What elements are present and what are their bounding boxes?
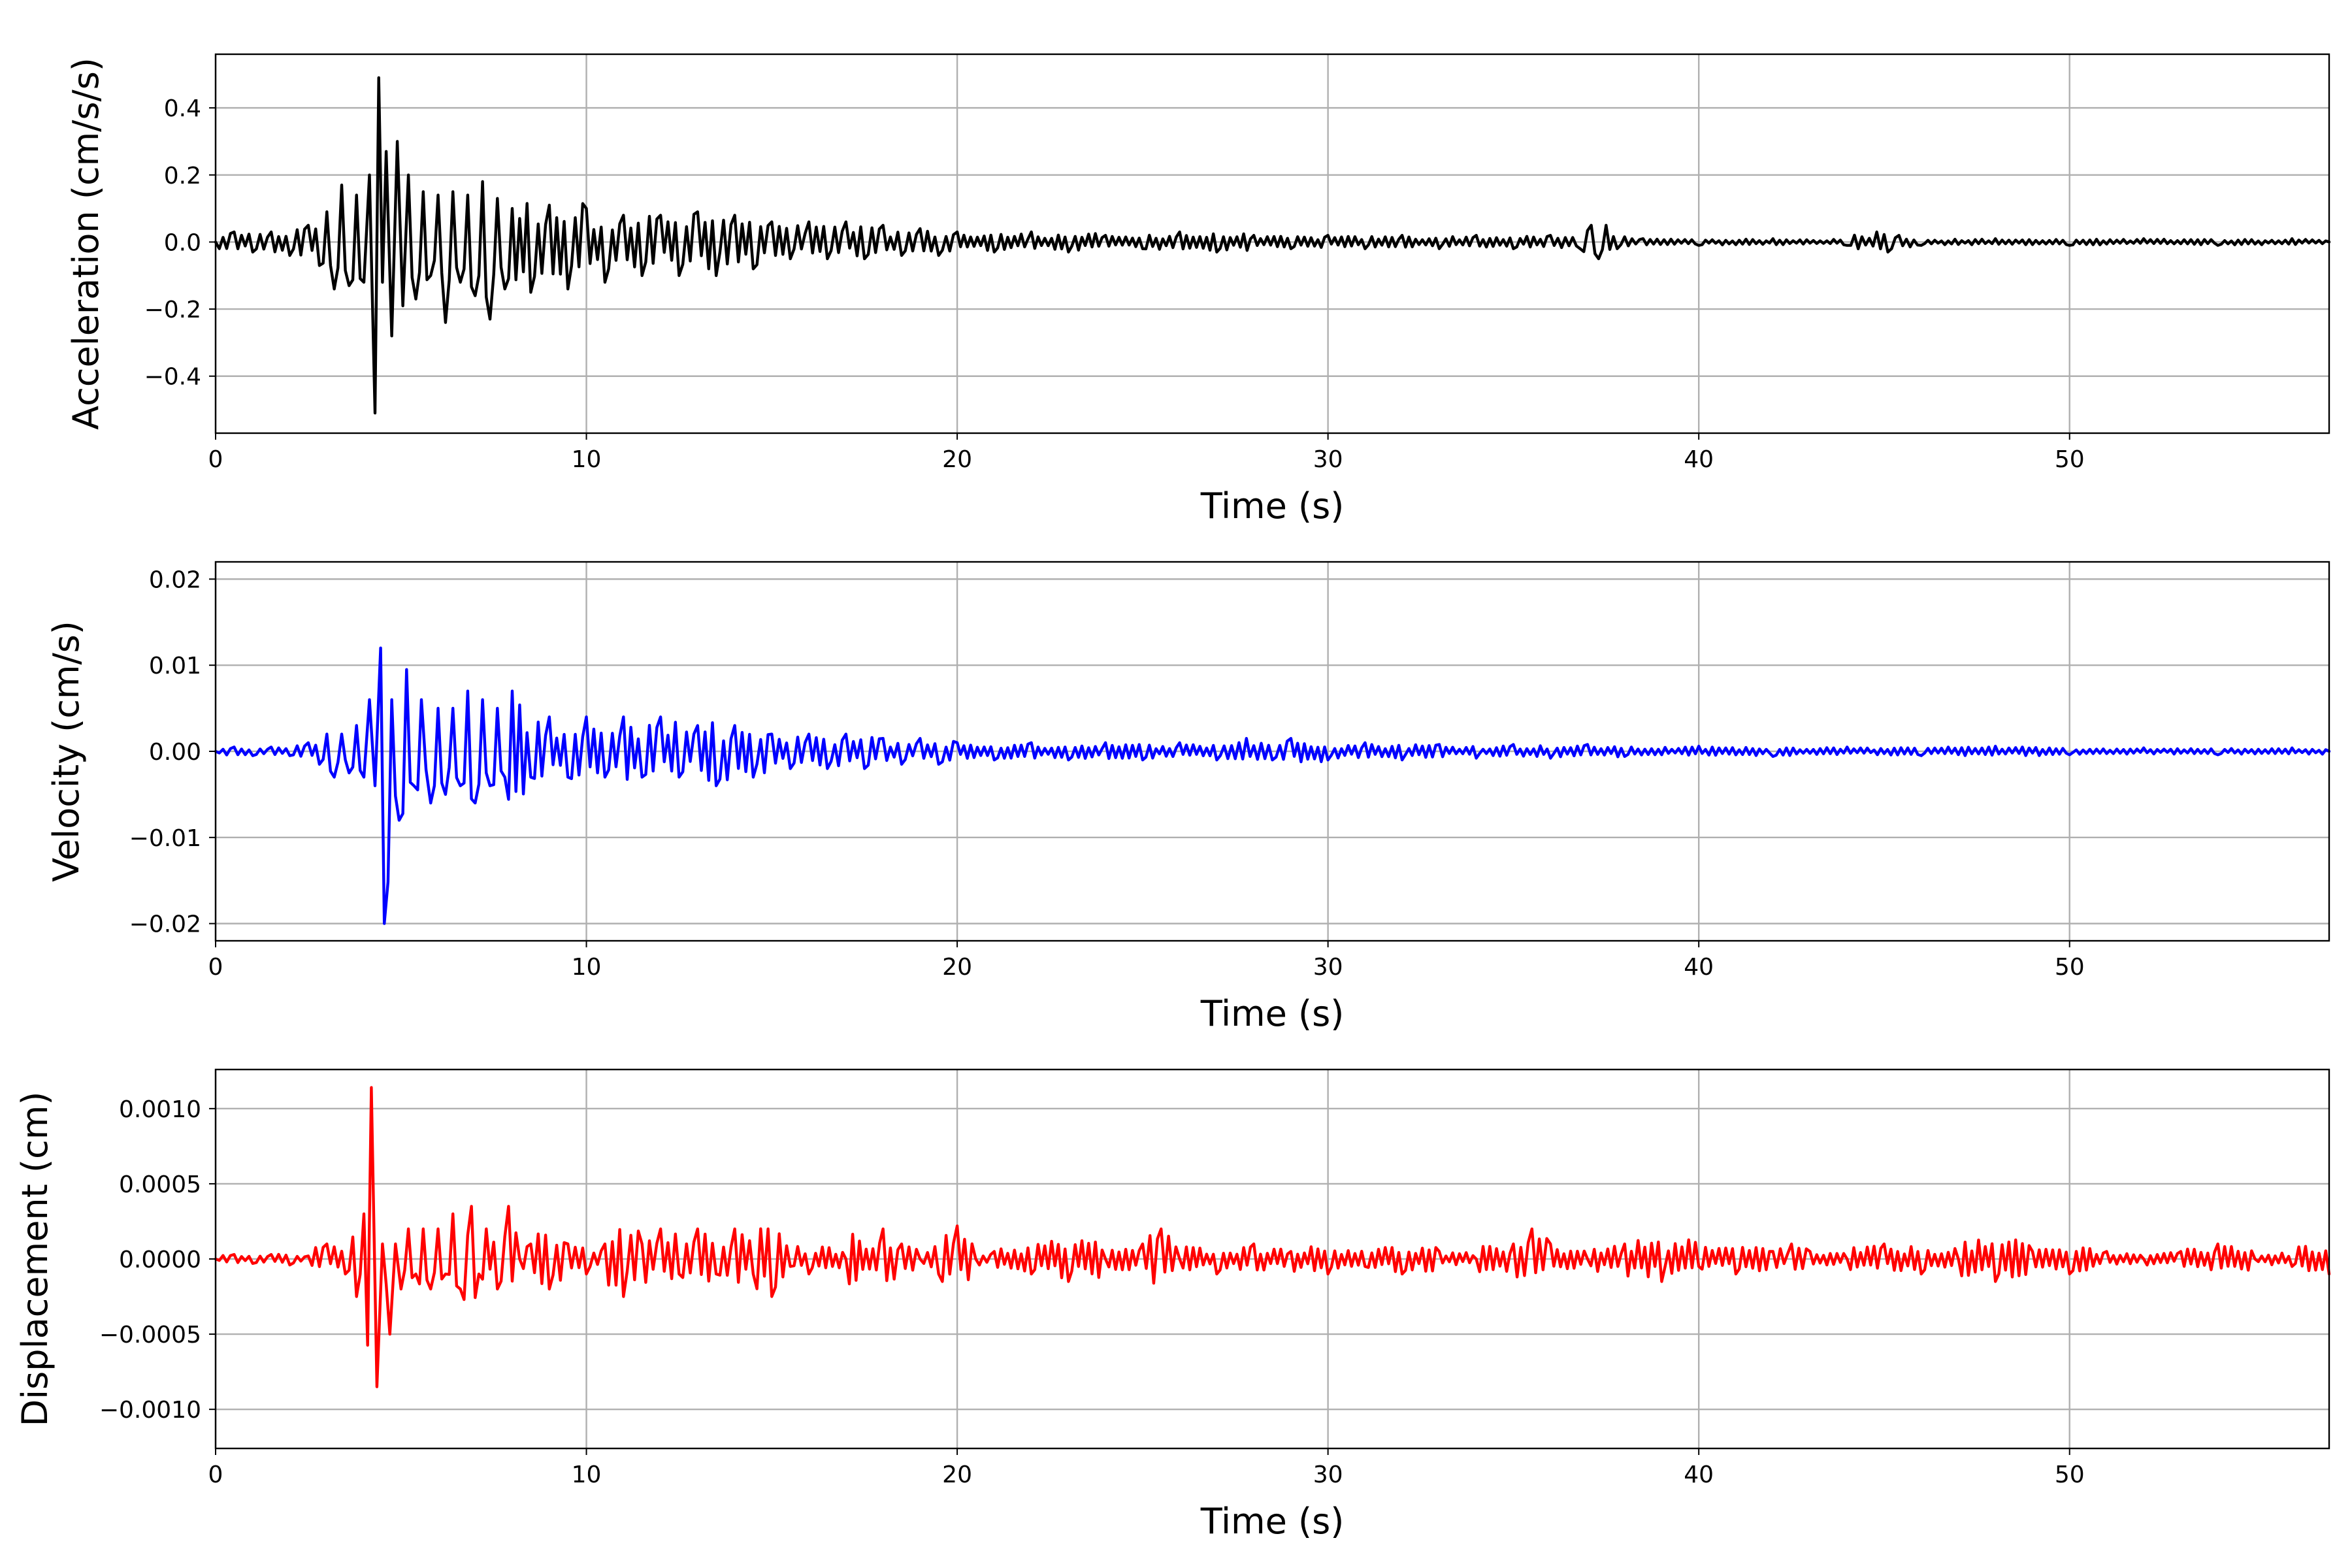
acceleration-x-axis-label: Time (s) xyxy=(1200,485,1345,527)
velocity-y-tick-label: 0.02 xyxy=(149,566,201,593)
velocity-x-tick-label: 0 xyxy=(208,954,223,981)
velocity-y-axis-label: Velocity (cm/s) xyxy=(46,621,87,882)
acceleration-y-tick-label: −0.2 xyxy=(144,297,201,323)
acceleration-x-tick-label: 10 xyxy=(572,446,602,473)
acceleration-x-tick-label: 0 xyxy=(208,446,223,473)
velocity-x-tick-label: 10 xyxy=(572,954,602,981)
acceleration-y-tick-label: −0.4 xyxy=(144,364,201,391)
displacement-x-tick-label: 10 xyxy=(572,1462,602,1488)
displacement-y-tick-label: 0.0005 xyxy=(119,1171,201,1198)
acceleration-y-tick-label: 0.2 xyxy=(164,163,201,189)
velocity-y-tick-label: 0.01 xyxy=(149,653,201,679)
velocity-panel: 0 10 20 30 40 50 −0.02 −0.01 0.00 0.01 0.02 Time (s… xyxy=(46,561,2331,1034)
acceleration-x-tick-label: 20 xyxy=(942,446,972,473)
velocity-x-tick-label: 50 xyxy=(2055,954,2085,981)
displacement-x-axis-label: Time (s) xyxy=(1200,1501,1345,1542)
acceleration-axes-frame xyxy=(214,53,2330,434)
velocity-x-axis-label: Time (s) xyxy=(1200,993,1345,1034)
displacement-y-tick-label: −0.0010 xyxy=(99,1397,201,1424)
acceleration-y-tick-label: 0.0 xyxy=(164,229,201,256)
acceleration-y-axis-label: Acceleration (cm/s/s) xyxy=(65,57,106,430)
displacement-y-axis-label: Displacement (cm) xyxy=(14,1092,56,1427)
displacement-y-tick-label: −0.0005 xyxy=(99,1322,201,1348)
acceleration-panel: 0 10 20 30 40 50 −0.4 −0.2 0.0 0.2 0.4 Time (s) Acce… xyxy=(65,53,2331,527)
displacement-x-tick-label: 30 xyxy=(1313,1462,1343,1488)
velocity-y-tick-label: 0.00 xyxy=(149,739,201,766)
displacement-y-tick-label: 0.0010 xyxy=(119,1096,201,1123)
displacement-series-line xyxy=(214,1086,2331,1388)
displacement-x-tick-label: 50 xyxy=(2055,1462,2085,1488)
acceleration-x-tick-label: 50 xyxy=(2055,446,2085,473)
velocity-x-tick-label: 40 xyxy=(1684,954,1714,981)
displacement-x-tick-label: 20 xyxy=(942,1462,972,1488)
velocity-y-tick-label: −0.01 xyxy=(129,825,201,852)
acceleration-x-tick-label: 30 xyxy=(1313,446,1343,473)
displacement-panel: 0 10 20 30 40 50 −0.0010 −0.0005 0.0000 0.0005 0.0… xyxy=(14,1068,2331,1542)
displacement-x-tick-label: 0 xyxy=(208,1462,223,1488)
acceleration-x-tick-label: 40 xyxy=(1684,446,1714,473)
velocity-x-tick-label: 20 xyxy=(942,954,972,981)
displacement-y-tick-label: 0.0000 xyxy=(119,1247,201,1273)
velocity-series-line xyxy=(214,646,2331,925)
velocity-y-tick-label: −0.02 xyxy=(129,911,201,938)
acceleration-y-tick-label: 0.4 xyxy=(164,95,201,122)
acceleration-series-line xyxy=(214,76,2331,415)
displacement-x-tick-label: 40 xyxy=(1684,1462,1714,1488)
velocity-x-tick-label: 30 xyxy=(1313,954,1343,981)
